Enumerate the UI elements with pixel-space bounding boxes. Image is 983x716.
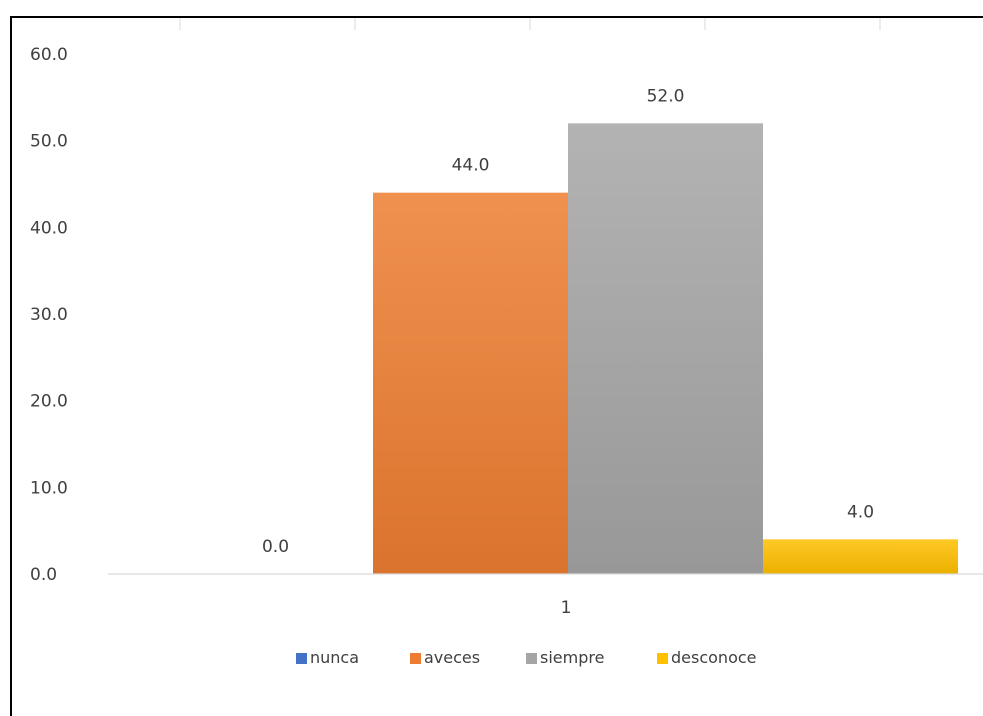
legend-label-siempre: siempre [540,648,604,667]
bar-siempre [568,123,763,574]
y-tick-label: 30.0 [30,305,68,325]
data-labels: 0.0 44.0 52.0 4.0 [262,86,874,557]
y-tick-label: 20.0 [30,392,68,412]
data-label-aveces: 44.0 [452,156,490,176]
legend-swatch-aveces [410,653,421,664]
y-tick-label: 50.0 [30,132,68,152]
y-tick-label: 0.0 [30,565,57,585]
data-label-nunca: 0.0 [262,537,289,557]
legend-label-aveces: aveces [424,648,480,667]
chart-frame [10,16,983,716]
x-category-label: 1 [561,598,572,618]
bar-desconoce [763,539,958,574]
bar-group [373,123,958,574]
frame-top-ticks [179,18,881,30]
data-label-desconoce: 4.0 [847,502,874,522]
legend-label-desconoce: desconoce [671,648,757,667]
y-tick-label: 10.0 [30,478,68,498]
legend-swatch-siempre [526,653,537,664]
y-axis-ticks: 0.0 10.0 20.0 30.0 40.0 50.0 60.0 [30,45,68,585]
legend-label-nunca: nunca [310,648,359,667]
y-tick-label: 60.0 [30,45,68,65]
bar-aveces [373,192,568,574]
y-tick-label: 40.0 [30,218,68,238]
data-label-siempre: 52.0 [647,86,685,106]
legend-swatch-desconoce [657,653,668,664]
legend: nunca aveces siempre desconoce [296,648,757,667]
legend-swatch-nunca [296,653,307,664]
